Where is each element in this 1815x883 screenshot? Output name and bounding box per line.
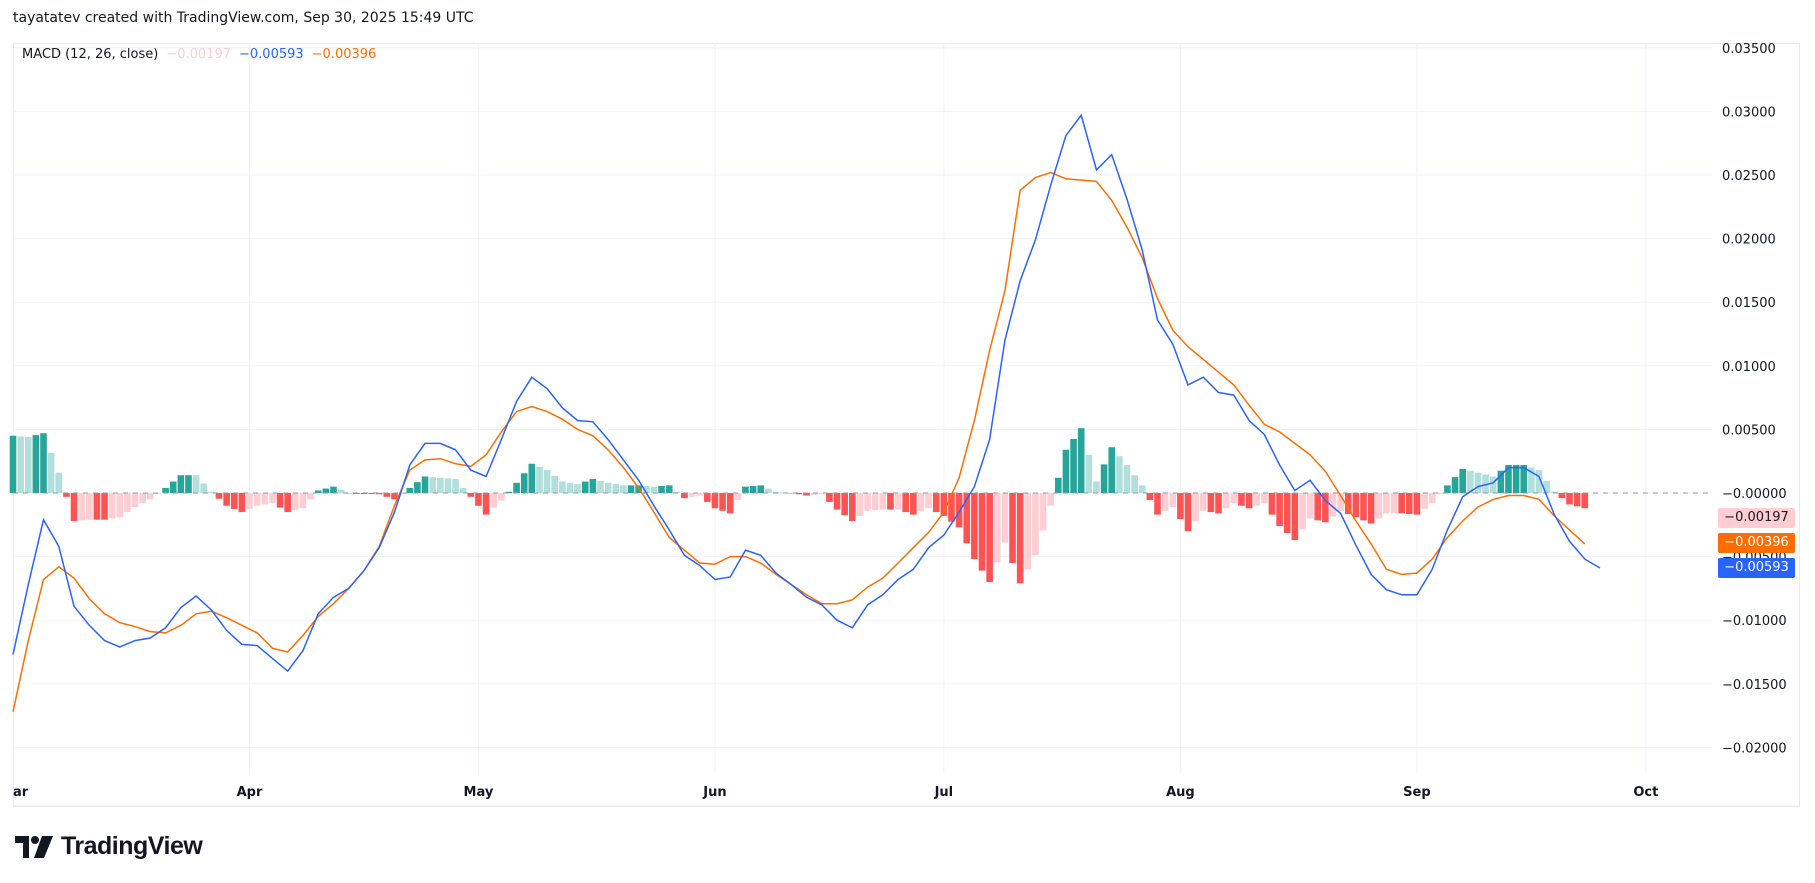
svg-text:Jun: Jun xyxy=(702,785,726,800)
svg-text:−0.01000: −0.01000 xyxy=(1722,614,1787,629)
svg-text:0.03000: 0.03000 xyxy=(1722,105,1776,120)
svg-text:0.03500: 0.03500 xyxy=(1722,42,1776,57)
macd-value: −0.00593 xyxy=(239,46,304,62)
svg-text:0.01000: 0.01000 xyxy=(1722,360,1776,375)
attribution-header: tayatatev created with TradingView.com, … xyxy=(13,10,474,26)
svg-text:0.02500: 0.02500 xyxy=(1722,169,1776,184)
svg-text:Sep: Sep xyxy=(1403,785,1431,800)
svg-text:Apr: Apr xyxy=(237,785,263,800)
signal-line xyxy=(12,171,1586,712)
signal-price-tag: −0.00396 xyxy=(1718,533,1795,554)
indicator-name: MACD (12, 26, close) xyxy=(22,46,159,62)
svg-text:0.01500: 0.01500 xyxy=(1722,296,1776,311)
svg-text:−0.00000: −0.00000 xyxy=(1722,487,1787,502)
grid-lines xyxy=(13,43,1712,773)
macd-price-tag: −0.00593 xyxy=(1718,558,1795,579)
svg-text:May: May xyxy=(464,785,494,800)
histogram xyxy=(9,428,1589,584)
time-axis[interactable]: ar Apr May Jun Jul Aug Sep Oct xyxy=(13,785,1800,807)
svg-text:−0.01500: −0.01500 xyxy=(1722,678,1787,693)
histogram-value: −0.00197 xyxy=(166,46,231,62)
indicator-legend[interactable]: MACD (12, 26, close) −0.00197 −0.00593 −… xyxy=(22,44,376,64)
histogram-price-tag: −0.00197 xyxy=(1718,508,1795,529)
svg-text:−0.02000: −0.02000 xyxy=(1722,741,1787,756)
price-axis[interactable]: 0.03500 0.03000 0.02500 0.02000 0.01500 0.010… xyxy=(1722,42,1787,757)
logo-text: TradingView xyxy=(61,832,203,860)
tradingview-logo[interactable]: TradingView xyxy=(15,832,203,861)
macd-line xyxy=(12,113,1601,673)
svg-text:Oct: Oct xyxy=(1633,785,1658,800)
signal-value: −0.00396 xyxy=(311,46,377,62)
svg-text:0.02000: 0.02000 xyxy=(1722,233,1776,248)
svg-text:Jul: Jul xyxy=(934,785,954,800)
svg-text:Aug: Aug xyxy=(1166,785,1195,800)
svg-text:ar: ar xyxy=(13,785,29,800)
tradingview-logo-icon xyxy=(15,835,53,858)
svg-text:0.00500: 0.00500 xyxy=(1722,423,1776,438)
